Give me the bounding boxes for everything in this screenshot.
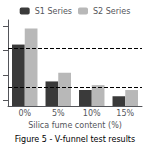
svg-text:S2 Series: S2 Series	[93, 7, 130, 16]
svg-text:10%: 10%	[83, 109, 101, 118]
svg-text:5%: 5%	[52, 109, 65, 118]
svg-text:Figure 5 - V-funnel test resul: Figure 5 - V-funnel test results	[15, 135, 135, 144]
svg-text:S1 Series: S1 Series	[35, 7, 72, 16]
svg-text:0%: 0%	[18, 109, 31, 118]
svg-text:15%: 15%	[116, 109, 134, 118]
svg-text:Silica fume content (%): Silica fume content (%)	[28, 121, 122, 130]
